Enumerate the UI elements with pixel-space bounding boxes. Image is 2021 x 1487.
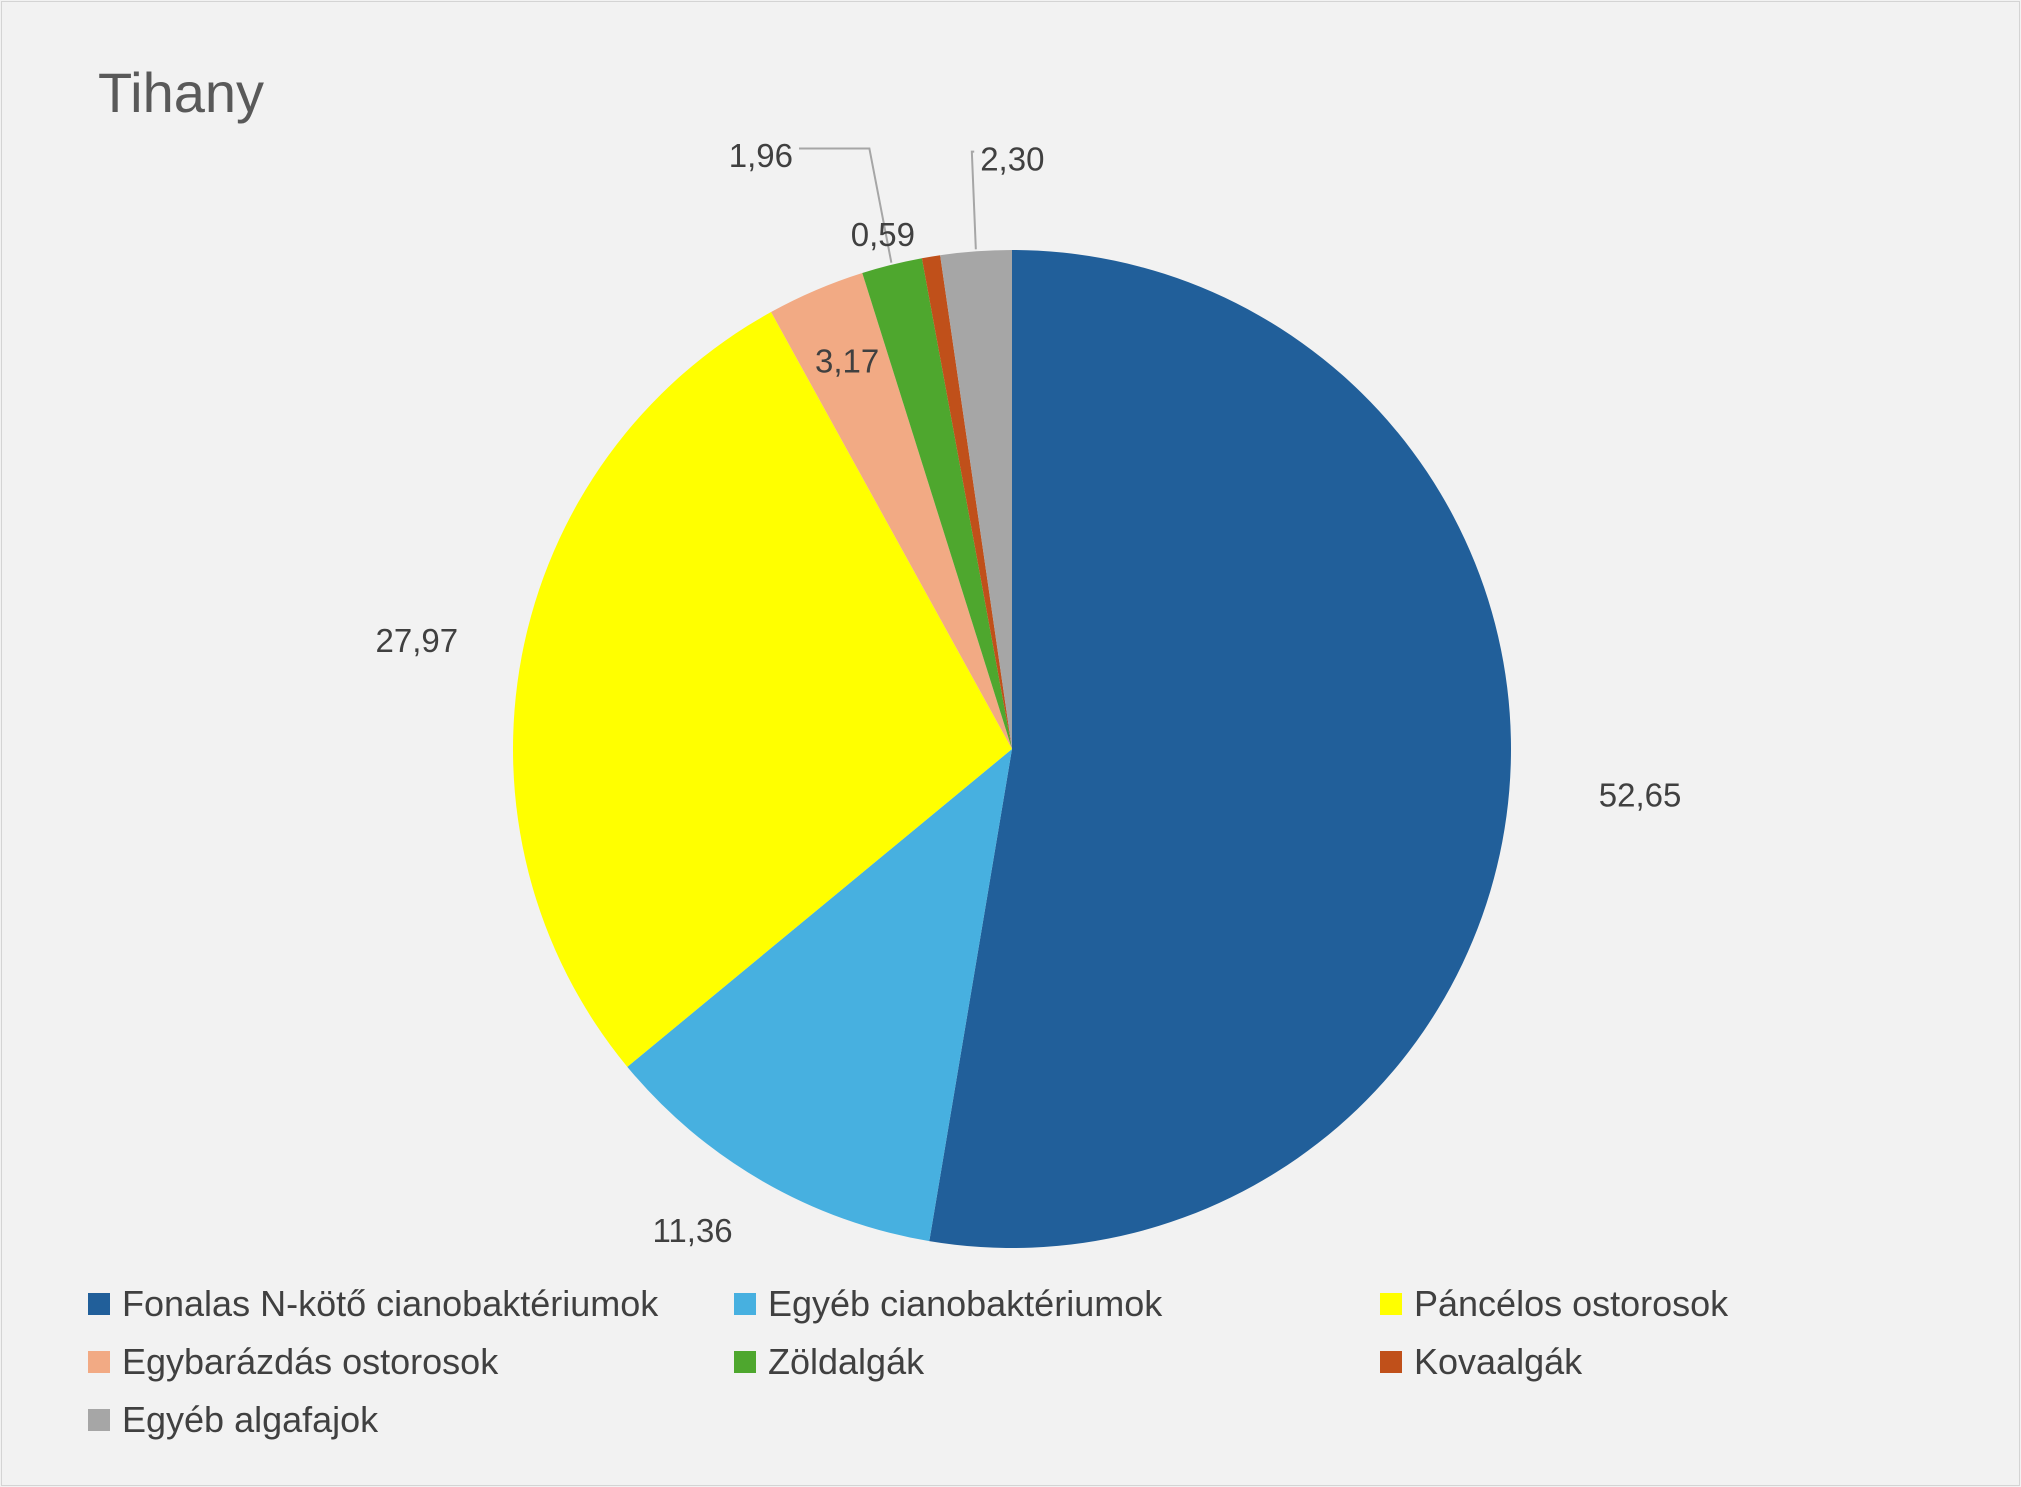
pie-slice-egybarazdas-ostorosok bbox=[771, 272, 1012, 749]
pie-slices bbox=[513, 250, 1512, 1248]
pie-slice-zoldalgak bbox=[862, 258, 1012, 749]
legend-swatch bbox=[734, 1293, 756, 1315]
legend-swatch bbox=[1380, 1351, 1402, 1373]
legend: Fonalas N-kötő cianobaktériumok Egyéb cia… bbox=[88, 1283, 1988, 1440]
legend-item-pancelos-ostorosok: Páncélos ostorosok bbox=[1380, 1283, 1980, 1324]
data-label-kovaalgak: 0,59 bbox=[851, 216, 915, 253]
data-label-fonalas-n-koto-cianobakteriumok: 52,65 bbox=[1599, 777, 1682, 814]
chart-title: Tihany bbox=[98, 61, 265, 124]
leader-line-zoldalgak bbox=[799, 147, 893, 263]
legend-label: Páncélos ostorosok bbox=[1414, 1283, 1729, 1324]
legend-item-egyeb-cianobakteriumok: Egyéb cianobaktériumok bbox=[734, 1283, 1380, 1324]
legend-label: Egyéb cianobaktériumok bbox=[768, 1283, 1163, 1324]
pie-slice-kovaalgak bbox=[921, 255, 1012, 749]
pie-slice-pancelos-ostorosok bbox=[513, 312, 1012, 1067]
legend-swatch bbox=[88, 1293, 110, 1315]
data-label-pancelos-ostorosok: 27,97 bbox=[375, 622, 458, 659]
legend-swatch bbox=[734, 1351, 756, 1373]
legend-label: Zöldalgák bbox=[768, 1341, 925, 1382]
legend-label: Egybarázdás ostorosok bbox=[122, 1341, 499, 1382]
pie-slice-egyeb-algafajok bbox=[940, 250, 1012, 749]
data-label-egyeb-algafajok: 2,30 bbox=[980, 140, 1044, 177]
legend-swatch bbox=[88, 1351, 110, 1373]
pie-slice-fonalas-n-koto-cianobakteriumok bbox=[929, 250, 1512, 1248]
legend-item-fonalas-n-koto-cianobakteriumok: Fonalas N-kötő cianobaktériumok bbox=[88, 1283, 734, 1324]
legend-swatch bbox=[1380, 1293, 1402, 1315]
leader-line-egyeb-algafajok bbox=[970, 150, 977, 250]
pie-slice-egyeb-cianobakteriumok bbox=[627, 749, 1012, 1242]
legend-label: Egyéb algafajok bbox=[122, 1399, 379, 1440]
legend-item-zoldalgak: Zöldalgák bbox=[734, 1341, 1380, 1382]
data-labels: 52,65 11,36 27,97 3,17 1,96 0,59 2,30 bbox=[375, 137, 1681, 1249]
legend-label: Fonalas N-kötő cianobaktériumok bbox=[122, 1283, 659, 1324]
legend-label: Kovaalgák bbox=[1414, 1341, 1583, 1382]
data-label-egyeb-cianobakteriumok: 11,36 bbox=[653, 1212, 733, 1249]
data-label-zoldalgak: 1,96 bbox=[729, 137, 793, 174]
leader-lines bbox=[799, 147, 977, 263]
legend-item-kovaalgak: Kovaalgák bbox=[1380, 1341, 1980, 1382]
legend-item-egybarazdas-ostorosok: Egybarázdás ostorosok bbox=[88, 1341, 734, 1382]
data-label-egybarazdas-ostorosok: 3,17 bbox=[815, 342, 879, 379]
legend-swatch bbox=[88, 1409, 110, 1431]
legend-item-egyeb-algafajok: Egyéb algafajok bbox=[88, 1399, 734, 1440]
